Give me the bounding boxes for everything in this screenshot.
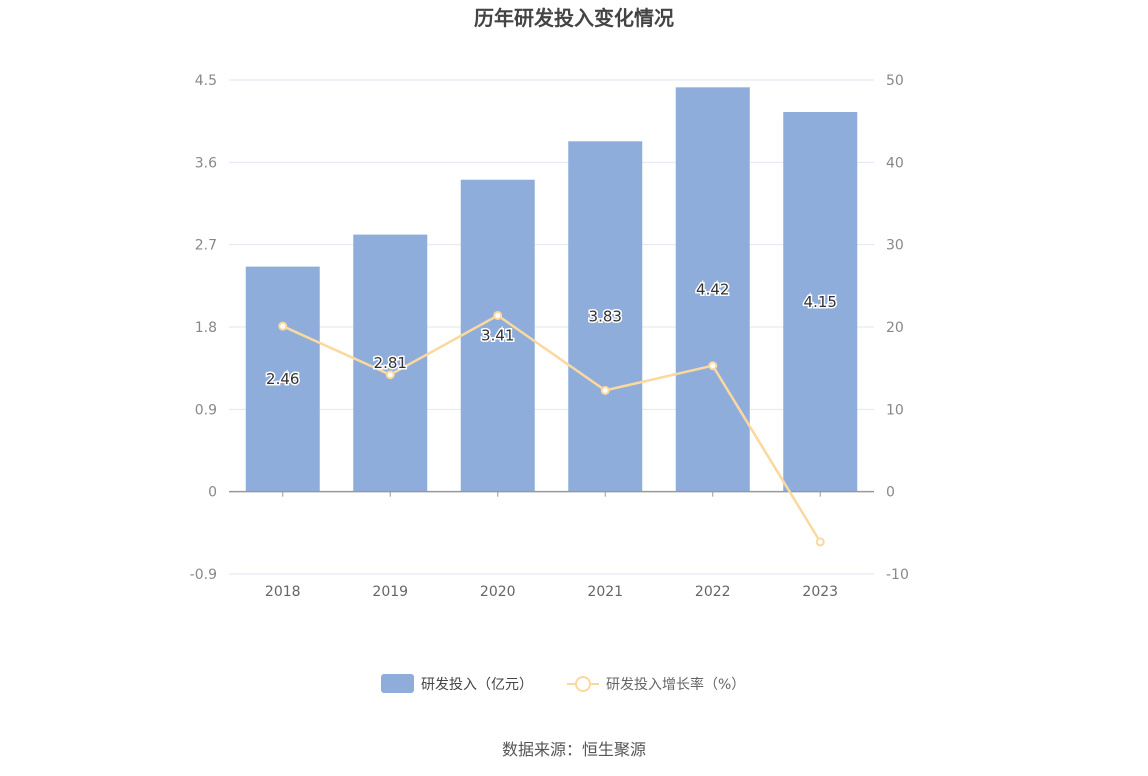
growth-point[interactable]: [493, 310, 503, 320]
bar-data-label: 4.42: [696, 280, 729, 298]
legend-label-line: 研发投入增长率（%）: [606, 676, 745, 693]
growth-point[interactable]: [385, 370, 395, 380]
y-left-tick-label: 0.9: [195, 402, 217, 418]
bar[interactable]: [460, 179, 535, 492]
y-left-tick-label: -0.9: [190, 567, 217, 583]
x-tick-label: 2019: [372, 584, 408, 600]
x-tick-label: 2022: [695, 584, 731, 600]
x-tick-label: 2021: [587, 584, 623, 600]
x-tick-label: 2018: [265, 584, 301, 600]
legend-swatch-marker: [575, 676, 591, 692]
y-left-tick-label: 0: [208, 485, 217, 501]
grid-lines: [229, 79, 874, 575]
bar[interactable]: [568, 141, 643, 492]
legend-item-line[interactable]: 研发投入增长率（%）: [567, 676, 745, 693]
data-source: 数据来源：恒生聚源: [502, 740, 646, 759]
bar-data-label: 2.81: [374, 354, 407, 372]
bar-series: [245, 87, 858, 492]
y-left-tick-label: 3.6: [195, 155, 217, 171]
bar[interactable]: [783, 112, 858, 492]
legend-label-bar: 研发投入（亿元）: [421, 677, 533, 693]
y-left-tick-label: 2.7: [195, 238, 217, 254]
y-right-tick-label: 50: [886, 73, 904, 89]
x-axis: 2018 2019 2020 2021 2022 2023: [265, 491, 838, 600]
y-right-tick-label: 40: [886, 155, 904, 171]
bar[interactable]: [675, 87, 750, 492]
left-axis: -0.9 0 0.9 1.8 2.7 3.6 4.5: [190, 73, 217, 583]
right-axis: -10 0 10 20 30 40 50: [886, 73, 909, 583]
bar-data-label: 3.41: [481, 327, 514, 345]
y-left-tick-label: 4.5: [195, 73, 217, 89]
x-tick-label: 2023: [802, 584, 838, 600]
legend-swatch-bar: [381, 674, 414, 693]
y-right-tick-label: 30: [886, 238, 904, 254]
bar-data-labels: 2.46 2.81 3.41 3.83 4.42 4.15: [265, 279, 839, 390]
legend-item-bar[interactable]: 研发投入（亿元）: [381, 674, 533, 693]
legend: 研发投入（亿元） 研发投入增长率（%）: [381, 674, 745, 693]
growth-point[interactable]: [278, 321, 288, 331]
bar-data-label: 3.83: [589, 307, 622, 325]
y-left-tick-label: 1.8: [195, 320, 217, 336]
y-right-tick-label: -10: [886, 567, 909, 583]
bar-data-label: 4.15: [804, 293, 837, 311]
bar[interactable]: [245, 266, 320, 492]
bar-data-label: 2.46: [266, 370, 299, 388]
y-right-tick-label: 20: [886, 320, 904, 336]
line-series: [278, 310, 825, 547]
growth-line: [282, 314, 822, 543]
growth-point[interactable]: [600, 385, 610, 395]
y-right-tick-label: 0: [886, 485, 895, 501]
chart-title: 历年研发投入变化情况: [474, 6, 674, 30]
growth-point[interactable]: [708, 361, 718, 371]
growth-point[interactable]: [815, 537, 825, 547]
x-tick-label: 2020: [480, 584, 516, 600]
y-right-tick-label: 10: [886, 402, 904, 418]
